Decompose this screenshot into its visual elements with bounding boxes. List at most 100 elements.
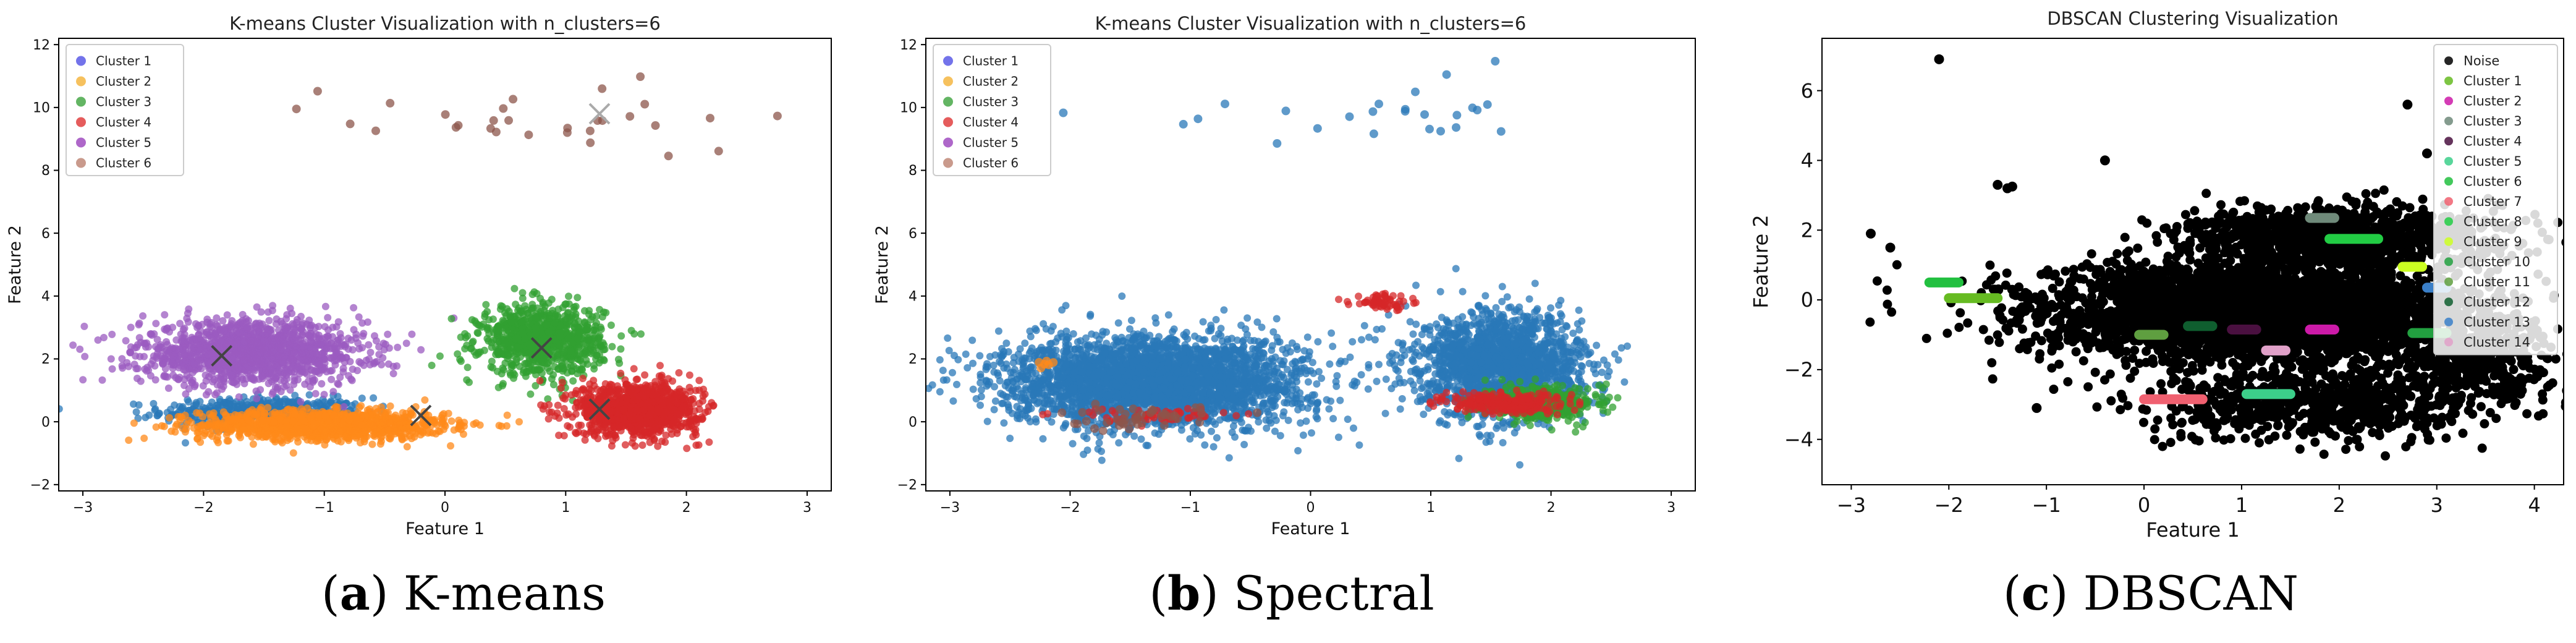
data-point	[279, 358, 287, 366]
data-point	[499, 380, 507, 388]
data-point	[299, 319, 307, 327]
data-point	[469, 338, 477, 346]
data-point	[278, 333, 286, 341]
data-point	[436, 352, 444, 360]
data-point	[432, 430, 440, 438]
data-point	[318, 350, 326, 358]
data-point	[537, 401, 545, 409]
data-point	[494, 348, 502, 356]
data-point	[260, 345, 268, 353]
data-point	[357, 421, 365, 429]
data-point	[525, 364, 533, 372]
data-point	[375, 351, 383, 359]
data-point	[214, 433, 221, 441]
data-point	[590, 361, 598, 369]
data-point	[630, 365, 638, 373]
data-point	[154, 349, 161, 357]
data-point	[460, 419, 468, 427]
data-point	[403, 443, 411, 451]
data-point	[373, 357, 381, 365]
data-point	[290, 377, 299, 385]
data-point	[302, 355, 310, 363]
data-point	[235, 330, 244, 337]
data-point	[284, 326, 292, 333]
data-point	[163, 338, 170, 346]
data-point	[209, 412, 217, 420]
data-point	[355, 404, 363, 412]
data-point	[185, 385, 193, 393]
data-point	[371, 332, 378, 340]
data-point	[330, 353, 338, 361]
data-point	[199, 382, 207, 390]
data-point	[569, 377, 577, 385]
data-point	[554, 401, 562, 409]
data-point	[69, 341, 77, 349]
data-point	[253, 303, 261, 311]
data-point	[464, 332, 472, 340]
data-point	[297, 398, 305, 406]
data-point	[248, 433, 256, 441]
data-point	[381, 410, 389, 418]
data-point	[580, 340, 588, 347]
data-point	[378, 428, 386, 436]
data-point	[341, 432, 349, 440]
data-point	[408, 330, 416, 338]
data-point	[574, 294, 582, 302]
data-point	[202, 391, 210, 399]
data-point	[249, 440, 257, 448]
data-point	[355, 313, 363, 321]
data-point	[216, 326, 224, 334]
data-point	[118, 355, 126, 363]
data-point	[236, 433, 244, 441]
data-point	[339, 420, 346, 428]
series-cluster-5	[69, 302, 458, 411]
data-point	[158, 422, 166, 430]
data-point	[142, 414, 150, 422]
data-point	[360, 435, 368, 443]
data-point	[457, 357, 465, 365]
data-point	[153, 336, 161, 344]
data-point	[182, 390, 190, 398]
data-point	[366, 349, 375, 356]
data-point	[161, 354, 169, 362]
data-point	[368, 440, 376, 448]
data-point	[386, 402, 394, 410]
data-point	[241, 367, 249, 375]
data-point	[568, 356, 576, 364]
data-point	[298, 349, 306, 357]
data-point	[107, 355, 115, 363]
data-point	[349, 365, 357, 373]
data-point	[169, 359, 176, 367]
data-point	[261, 409, 268, 417]
data-point	[135, 321, 143, 329]
data-point	[328, 375, 336, 383]
data-point	[621, 376, 629, 384]
data-point	[355, 345, 363, 353]
data-point	[407, 409, 415, 417]
data-point	[297, 312, 305, 320]
data-point	[608, 343, 616, 351]
data-point	[219, 420, 226, 428]
data-point	[512, 334, 520, 343]
data-point	[125, 436, 133, 444]
data-point	[517, 307, 524, 315]
data-point	[269, 302, 277, 310]
data-point	[284, 367, 292, 375]
data-point	[337, 438, 345, 446]
data-point	[498, 370, 506, 378]
data-point	[294, 438, 302, 446]
data-point	[585, 310, 593, 318]
data-point	[304, 362, 311, 370]
data-point	[257, 308, 265, 316]
data-point	[571, 390, 579, 398]
data-point	[379, 418, 387, 426]
data-point	[196, 409, 204, 417]
data-point	[223, 339, 231, 347]
data-point	[185, 305, 193, 313]
data-point	[543, 321, 551, 329]
data-point	[187, 419, 195, 427]
data-point	[315, 357, 323, 365]
data-point	[297, 412, 305, 420]
data-point	[285, 405, 292, 413]
data-point	[561, 300, 569, 309]
